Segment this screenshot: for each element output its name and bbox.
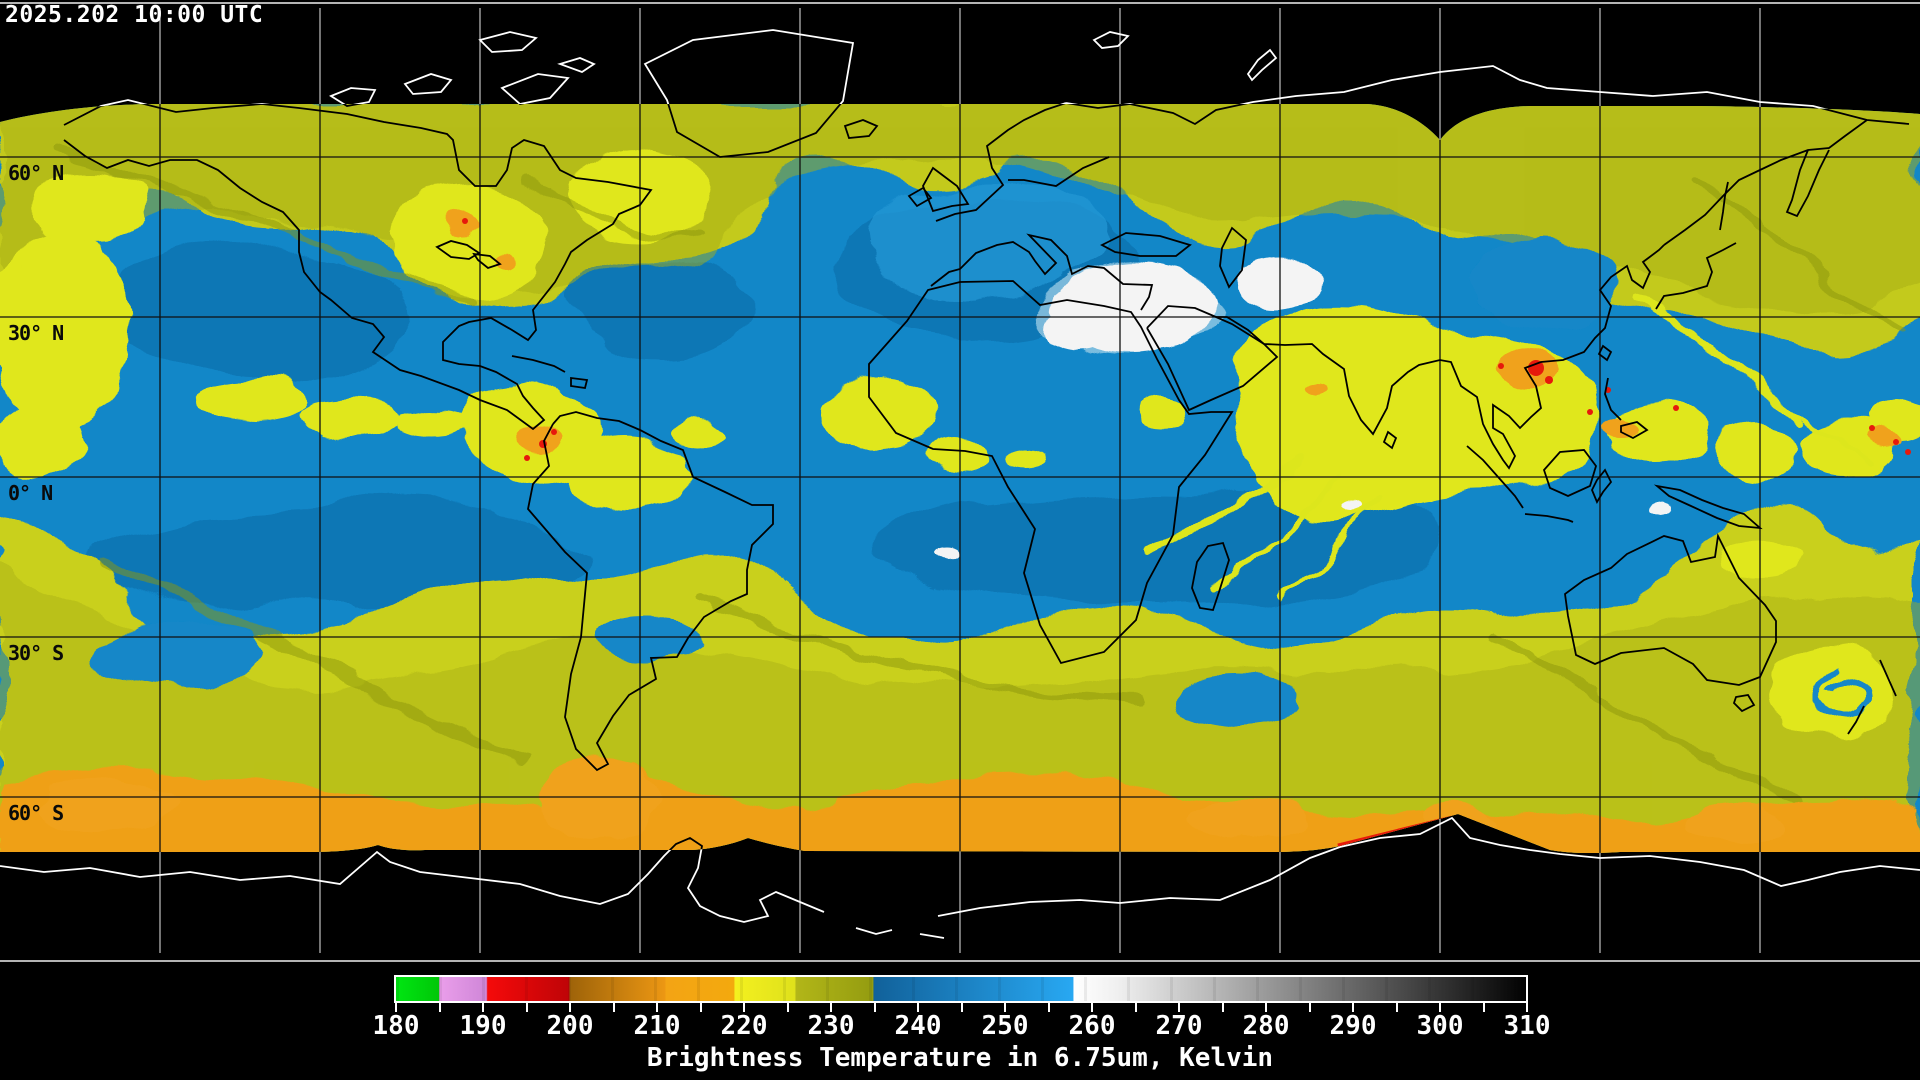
latitude-label: 60° S xyxy=(8,800,64,825)
timestamp-label: 2025.202 10:00 UTC xyxy=(5,2,264,28)
colorbar-stripes xyxy=(396,977,1526,1001)
colorbar-tick xyxy=(482,1003,484,1012)
colorbar-tick xyxy=(960,1003,963,1012)
data-swath xyxy=(0,104,1920,854)
colorbar-tick-label: 220 xyxy=(720,1011,768,1041)
colorbar-tick xyxy=(1004,1003,1006,1012)
colorbar-tick-label: 190 xyxy=(459,1011,507,1041)
latitude-label: 30° N xyxy=(8,321,64,345)
colorbar-tick-label: 290 xyxy=(1329,1011,1377,1041)
colorbar-tick xyxy=(699,1003,702,1012)
colorbar-tick-label: 260 xyxy=(1068,1011,1116,1041)
colorbar-tick xyxy=(1352,1003,1354,1012)
moisture-streaks xyxy=(1146,296,1873,603)
colorbar-tick xyxy=(1178,1003,1180,1012)
map-top-border xyxy=(0,2,1920,4)
colorbar-tick-label: 210 xyxy=(633,1011,681,1041)
southern-cyclone-swirl xyxy=(1816,660,1872,723)
europe-dry-zone xyxy=(855,175,1105,295)
colorbar-tick-label: 280 xyxy=(1242,1011,1290,1041)
colorbar-tick-label: 300 xyxy=(1416,1011,1464,1041)
dry-gaps xyxy=(95,237,1620,724)
map-bottom-border xyxy=(0,960,1920,962)
colorbar-tick-label: 240 xyxy=(894,1011,942,1041)
warm-surface-white-patches xyxy=(934,258,1673,557)
colorbar-tick xyxy=(830,1003,832,1012)
colorbar-tick-label: 200 xyxy=(546,1011,594,1041)
colorbar-tick-label: 310 xyxy=(1503,1011,1551,1041)
colorbar-tick xyxy=(743,1003,745,1012)
colorbar-tick xyxy=(656,1003,658,1012)
colorbar-tick xyxy=(395,1003,397,1012)
colorbar-tick xyxy=(1047,1003,1050,1012)
colorbar-caption: Brightness Temperature in 6.75um, Kelvin xyxy=(646,1043,1274,1073)
colorbar-tick xyxy=(525,1003,528,1012)
colorbar-tick xyxy=(873,1003,876,1012)
colorbar-tick xyxy=(1439,1003,1441,1012)
colorbar-tick xyxy=(1526,1003,1528,1012)
latitude-label: 60° N xyxy=(8,161,64,185)
colorbar-tick xyxy=(612,1003,615,1012)
colorbar-tick xyxy=(1482,1003,1485,1012)
colorbar-tick xyxy=(1395,1003,1398,1012)
colorbar-tick-label: 180 xyxy=(372,1011,420,1041)
colorbar-tick xyxy=(786,1003,789,1012)
colorbar-tick xyxy=(438,1003,441,1012)
colorbar-tick xyxy=(1091,1003,1093,1012)
colorbar-tick xyxy=(917,1003,919,1012)
colorbar-tick xyxy=(1308,1003,1311,1012)
latitude-label: 30° S xyxy=(8,640,64,665)
colorbar-tick-label: 270 xyxy=(1155,1011,1203,1041)
latitude-label: 0° N xyxy=(8,481,53,505)
colorbar-tick xyxy=(1221,1003,1224,1012)
graticule-on-map xyxy=(0,104,1920,854)
colorbar-tick-label: 250 xyxy=(981,1011,1029,1041)
colorbar xyxy=(394,975,1528,1003)
colorbar-tick xyxy=(1265,1003,1267,1012)
colorbar-tick-label: 230 xyxy=(807,1011,855,1041)
colorbar-tick xyxy=(1134,1003,1137,1012)
colorbar-tick xyxy=(569,1003,571,1012)
